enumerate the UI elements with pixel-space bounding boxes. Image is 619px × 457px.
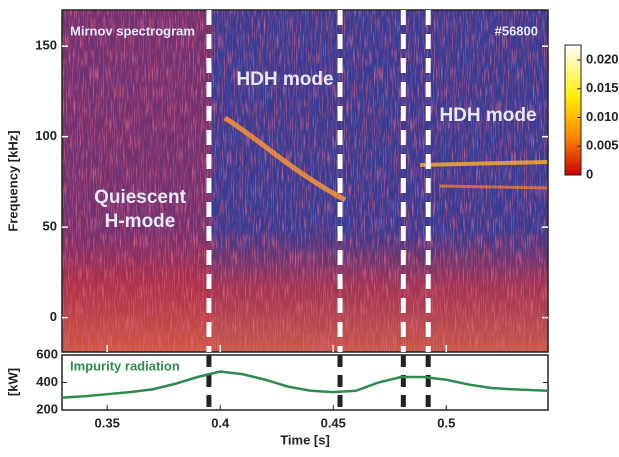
y-tick-label: 400	[36, 374, 58, 389]
x-tick-label: 0.45	[321, 415, 346, 430]
y-tick-label: 150	[35, 38, 57, 53]
colorbar	[564, 44, 582, 176]
y-tick-label: 200	[36, 401, 58, 416]
x-tick-label: 0.4	[211, 415, 230, 430]
legend-label: Impurity radiation	[70, 358, 180, 373]
spectrogram-frame	[61, 9, 549, 353]
x-tick-label: 0.5	[437, 415, 455, 430]
y-axis-label: [kW]	[5, 368, 20, 396]
annotation: HDH mode	[236, 69, 333, 90]
x-axis-label: Time [s]	[280, 432, 330, 447]
colorbar-tick-label: 0.020	[586, 51, 619, 66]
annotation: H-mode	[105, 211, 176, 232]
x-tick-label: 0.35	[95, 415, 120, 430]
y-tick-label: 100	[35, 128, 57, 143]
y-tick-label: 0	[50, 309, 57, 324]
y-axis-label: Frequency [kHz]	[5, 130, 20, 231]
annotation: #56800	[495, 23, 538, 38]
colorbar-tick-label: 0	[586, 166, 593, 181]
title: Mirnov spectrogram	[70, 23, 195, 38]
colorbar-tick-label: 0.005	[586, 138, 619, 153]
colorbar-tick-label: 0.015	[586, 80, 619, 95]
line-series	[61, 370, 549, 399]
y-tick-label: 50	[43, 219, 57, 234]
annotation: Quiescent	[94, 187, 187, 208]
colorbar-tick-label: 0.010	[586, 109, 619, 124]
annotation: HDH mode	[439, 105, 536, 126]
y-tick-label: 600	[36, 346, 58, 361]
spectrogram	[62, 10, 548, 352]
